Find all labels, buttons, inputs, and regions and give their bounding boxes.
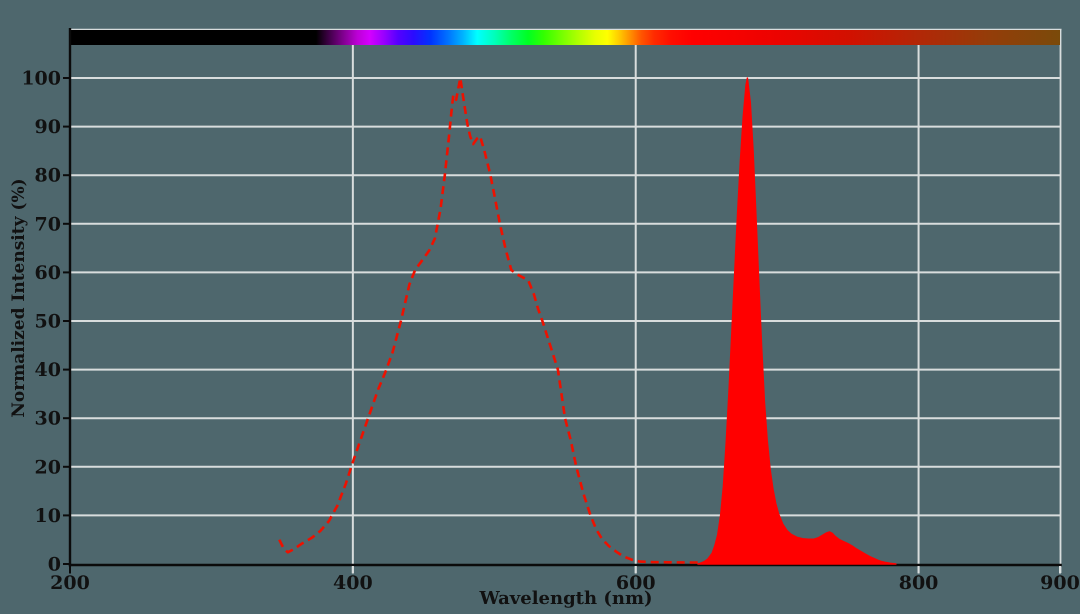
x-tick-label: 900 <box>1040 572 1080 594</box>
wavelength-spectrum-bar <box>70 30 1060 45</box>
plot-frame <box>69 28 1062 573</box>
y-axis-title: Normalized Intensity (%) <box>9 178 29 417</box>
y-tick-label: 20 <box>35 456 61 478</box>
y-tick-label: 100 <box>21 68 61 90</box>
emission-spectrum-curve <box>697 77 897 565</box>
y-tick-label: 50 <box>35 311 61 333</box>
x-tick-label: 600 <box>616 572 656 594</box>
x-tick-label: 400 <box>333 572 373 594</box>
y-tick-label: 30 <box>35 408 61 430</box>
x-tick-label: 200 <box>50 572 90 594</box>
x-tick-label: 800 <box>899 572 939 594</box>
y-tick-label: 10 <box>35 505 61 527</box>
y-tick-label: 60 <box>35 262 61 284</box>
y-tick-label: 80 <box>35 165 61 187</box>
data-series <box>278 76 897 565</box>
x-axis-title: Wavelength (nm) <box>478 588 652 609</box>
excitation-spectrum-curve <box>278 76 704 564</box>
gridlines <box>70 30 1060 573</box>
y-tick-label: 90 <box>35 116 61 138</box>
tick-labels: 0 10 20 30 40 50 60 70 80 90 100 200 400 600 800 900 <box>21 68 1080 595</box>
y-tick-label: 0 <box>48 554 61 576</box>
y-tick-label: 40 <box>35 359 61 381</box>
axes <box>63 28 1062 574</box>
y-tick-label: 70 <box>35 213 61 235</box>
